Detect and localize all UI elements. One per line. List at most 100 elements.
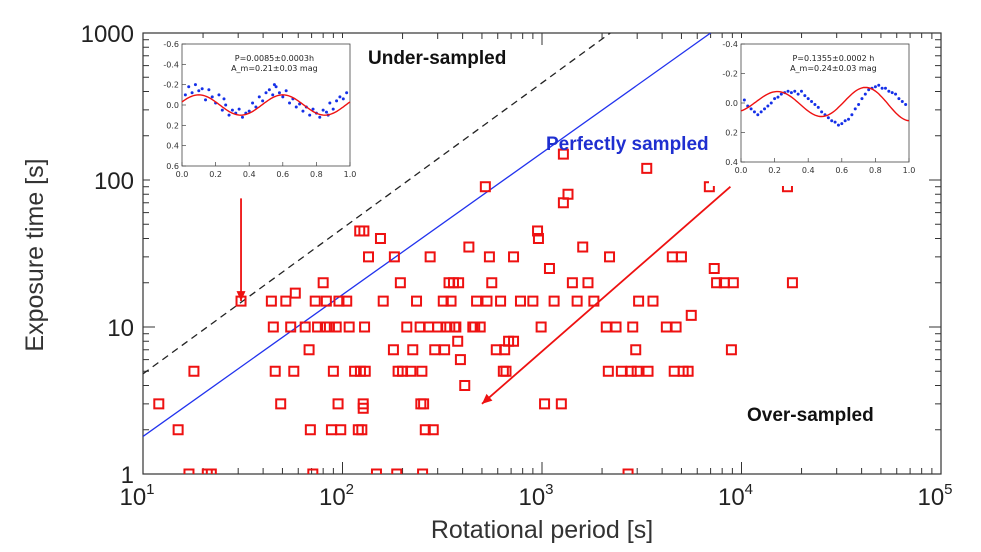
data-point	[670, 321, 682, 333]
inset-data-point	[826, 116, 830, 120]
inset-data-point	[230, 108, 234, 112]
data-point	[708, 263, 720, 275]
data-point	[557, 148, 569, 160]
data-point	[370, 468, 382, 474]
data-point	[333, 295, 345, 307]
inset-data-point	[193, 83, 197, 87]
data-point	[335, 424, 347, 436]
data-point	[539, 398, 551, 410]
inset-left-lightcurve: 0.0 0.2 0.4 0.6 0.8 1.0 -0.6 -0.4 -0.2 0.0 0.2 0.4 0…	[150, 38, 364, 190]
inset-data-point	[793, 89, 797, 93]
data-point	[647, 295, 659, 307]
inset-x-tick-label: 0.6	[276, 170, 289, 179]
data-point	[343, 321, 355, 333]
data-point	[183, 468, 195, 474]
data-point	[205, 468, 217, 474]
inset-data-point	[338, 95, 342, 99]
data-point	[359, 321, 371, 333]
data-point	[600, 321, 612, 333]
data-point	[486, 277, 498, 289]
data-point	[153, 398, 165, 410]
data-point	[615, 365, 627, 377]
inset-data-point	[873, 85, 877, 89]
inset-data-point	[247, 109, 251, 113]
data-point	[357, 402, 369, 414]
data-point	[419, 424, 431, 436]
data-point	[188, 365, 200, 377]
under-sampled-label: Under-sampled	[368, 48, 506, 69]
data-point	[474, 321, 486, 333]
inset-x-tick-label: 0.2	[209, 170, 222, 179]
inset-data-point	[742, 98, 746, 102]
inset-y-tick-label: 0.4	[725, 158, 738, 167]
inset-background	[709, 38, 923, 186]
data-point	[725, 344, 737, 356]
data-point	[172, 424, 184, 436]
inset2-arrow	[481, 186, 732, 405]
data-point	[429, 344, 441, 356]
inset-data-point	[274, 85, 278, 89]
data-point	[495, 295, 507, 307]
inset-x-tick-label: 0.8	[869, 166, 882, 175]
inset-y-tick-label: 0.4	[166, 142, 179, 151]
data-point	[660, 321, 672, 333]
inset-data-point	[321, 108, 325, 112]
arrows	[236, 186, 732, 405]
inset-x-tick-label: 0.0	[176, 170, 189, 179]
inset-data-point	[904, 102, 908, 106]
inset-y-tick-label: -0.4	[163, 60, 179, 69]
inset-data-point	[836, 123, 840, 127]
data-point	[265, 295, 277, 307]
inset-data-point	[810, 100, 814, 104]
data-point	[625, 365, 637, 377]
data-point	[463, 241, 475, 253]
inset-data-point	[224, 103, 228, 107]
data-point	[445, 295, 457, 307]
inset-data-point	[860, 97, 864, 101]
inset-data-point	[331, 107, 335, 111]
inset-data-point	[840, 122, 844, 126]
x-axis-tick-labels: 101 102 103 104 105	[119, 481, 952, 511]
x-axis-title: Rotational period [s]	[431, 516, 653, 544]
inset-data-point	[806, 97, 810, 101]
perfectly-sampled-label: Perfectly sampled	[546, 134, 709, 155]
data-point	[303, 344, 315, 356]
data-point	[332, 398, 344, 410]
inset-y-tick-label: -0.6	[163, 40, 179, 49]
y-axis-title: Exposure time [s]	[21, 158, 49, 351]
inset-data-point	[779, 92, 783, 96]
inset-data-point	[769, 101, 773, 105]
data-point	[299, 321, 311, 333]
data-point	[275, 398, 287, 410]
inset-y-tick-label: 0.2	[166, 121, 179, 130]
data-point	[543, 263, 555, 275]
inset-data-point	[308, 113, 312, 117]
inset-data-point	[294, 105, 298, 109]
data-point	[508, 335, 520, 347]
inset-data-point	[328, 101, 332, 105]
data-point	[668, 365, 680, 377]
x-tick-label: 103	[518, 481, 553, 511]
inset-fit-curve	[181, 94, 351, 116]
data-point	[323, 321, 335, 333]
data-point	[633, 295, 645, 307]
data-point	[309, 295, 321, 307]
inset-y-tick-label: 0.2	[725, 129, 738, 138]
data-point	[416, 365, 428, 377]
inset-data-point	[190, 91, 194, 95]
inset-data-point	[210, 95, 214, 99]
inset-data-point	[763, 107, 767, 111]
inset-data-point	[335, 99, 339, 103]
data-point	[555, 398, 567, 410]
data-point	[532, 225, 544, 237]
data-point	[427, 424, 439, 436]
data-point	[407, 344, 419, 356]
data-point	[471, 295, 483, 307]
inset-data-point	[776, 95, 780, 99]
data-point	[562, 188, 574, 200]
y-tick-label: 1000	[81, 21, 134, 48]
inset-data-point	[749, 107, 753, 111]
data-point	[359, 365, 371, 377]
inset-data-point	[341, 97, 345, 101]
